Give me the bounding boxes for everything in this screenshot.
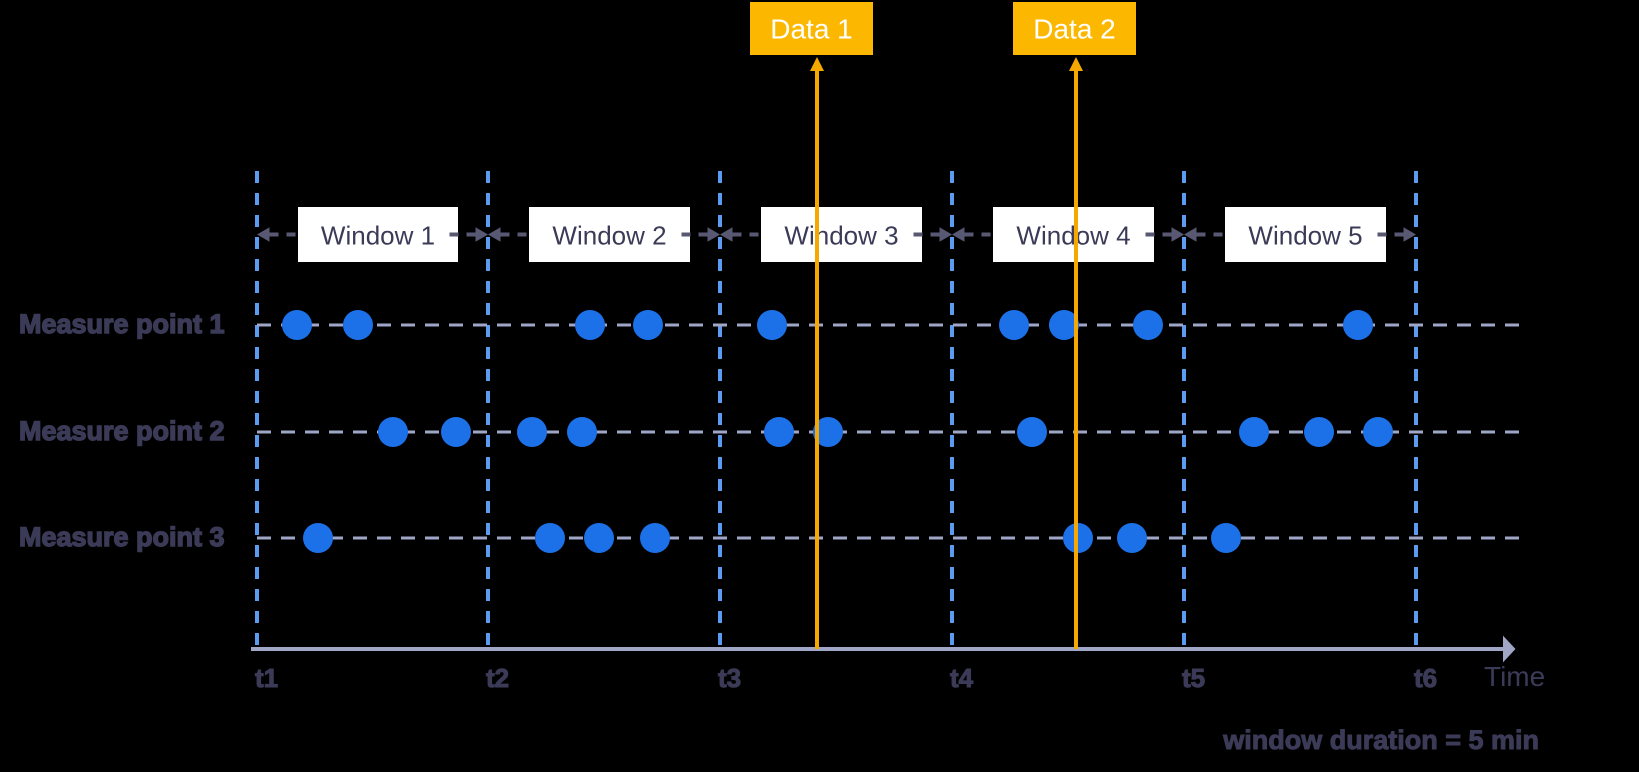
svg-text:Data 1: Data 1 (770, 14, 853, 45)
svg-text:Window 1: Window 1 (321, 221, 435, 251)
svg-text:t1: t1 (255, 663, 278, 693)
svg-text:window duration = 5 min: window duration = 5 min (1222, 725, 1539, 755)
svg-text:Measure point 3: Measure point 3 (19, 522, 225, 552)
svg-text:Measure point 1: Measure point 1 (19, 309, 225, 339)
svg-text:Data 2: Data 2 (1033, 14, 1116, 45)
svg-text:t5: t5 (1182, 663, 1205, 693)
svg-text:t6: t6 (1414, 663, 1437, 693)
svg-text:Window 5: Window 5 (1248, 221, 1362, 251)
svg-text:t2: t2 (486, 663, 509, 693)
svg-text:Time: Time (1484, 661, 1545, 692)
svg-text:Measure point 2: Measure point 2 (19, 416, 225, 446)
svg-text:Window 2: Window 2 (552, 221, 666, 251)
svg-text:Window 4: Window 4 (1016, 221, 1130, 251)
svg-text:Window 3: Window 3 (784, 221, 898, 251)
svg-text:t3: t3 (718, 663, 741, 693)
svg-text:t4: t4 (950, 663, 974, 693)
